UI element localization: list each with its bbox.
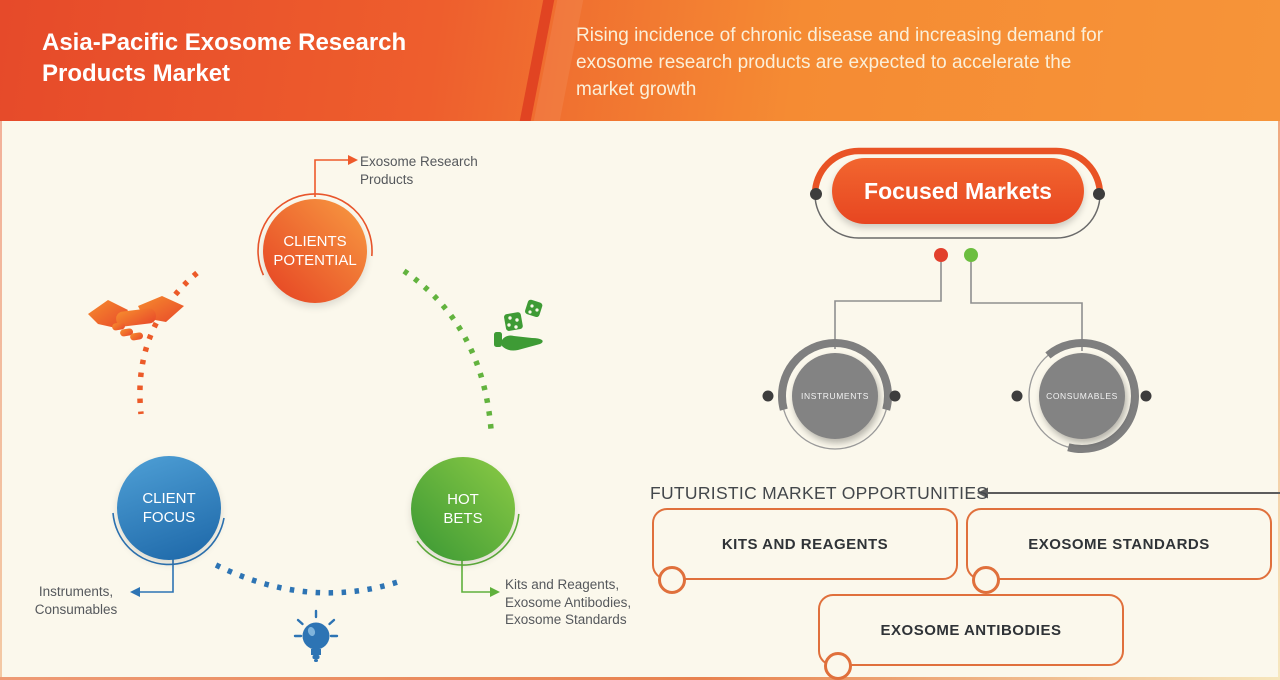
frame-border-bottom	[0, 677, 1280, 680]
client-focus-callout-arrowhead	[130, 587, 140, 597]
node-clients-potential-label: CLIENTS POTENTIAL	[273, 233, 357, 269]
instruments-thick-arc	[778, 339, 892, 411]
client-focus-callout-line	[140, 559, 174, 593]
opportunity-box-exosome-standards: EXOSOME STANDARDS	[966, 508, 1272, 594]
segment-consumables-label: CONSUMABLES	[1046, 391, 1118, 401]
node-client-focus: CLIENT FOCUS	[117, 456, 221, 560]
instruments-side-dot-right	[889, 390, 901, 402]
node-hot-bets: HOT BETS	[411, 457, 515, 561]
lightbulb-icon	[291, 608, 341, 673]
opportunity-label: EXOSOME STANDARDS	[1028, 535, 1210, 553]
consumables-side-dot-right	[1140, 390, 1152, 402]
node-hot-bets-label: HOT BETS	[443, 491, 483, 527]
dotted-arc-blue	[214, 562, 402, 596]
opportunity-corner-ring	[658, 566, 686, 594]
opportunity-box-exosome-antibodies: EXOSOME ANTIBODIES	[818, 594, 1124, 680]
dotted-arc-orange	[137, 270, 199, 415]
opportunity-label: EXOSOME ANTIBODIES	[880, 621, 1062, 639]
node-clients-potential: CLIENTS POTENTIAL	[263, 199, 367, 303]
segment-consumables: CONSUMABLES	[1039, 353, 1125, 439]
clients-potential-callout-arrowhead	[348, 155, 358, 165]
clients-potential-callout: Exosome Research Products	[360, 154, 478, 187]
opportunity-label: KITS AND REAGENTS	[721, 535, 889, 553]
opportunity-corner-ring	[824, 652, 852, 680]
hot-bets-ring-arc	[416, 513, 520, 566]
segment-instruments: INSTRUMENTS	[792, 353, 878, 439]
pill-end-dot-right	[1093, 188, 1105, 200]
page-title: Asia-Pacific Exosome Research Products M…	[42, 29, 407, 87]
focused-markets-top-arc	[811, 147, 1104, 195]
branch-line-right	[970, 262, 1083, 351]
hot-bets-callout: Kits and Reagents, Exosome Antibodies, E…	[505, 577, 632, 627]
segment-instruments-label: INSTRUMENTS	[801, 391, 869, 401]
branch-dot-green	[964, 248, 978, 262]
instruments-side-dot-left	[762, 390, 774, 402]
clients-potential-ring-arc	[257, 193, 373, 276]
handshake-icon	[86, 292, 188, 355]
opportunities-arrowhead	[977, 487, 988, 499]
dice-hand-icon	[492, 296, 548, 359]
client-focus-callout: Instruments, Consumables	[34, 584, 118, 617]
pill-end-dot-left	[810, 188, 822, 200]
opportunity-corner-ring	[972, 566, 1000, 594]
consumables-thick-arc	[1045, 339, 1139, 453]
focused-markets-pill: Focused Markets	[832, 158, 1084, 224]
frame-border-left	[0, 121, 2, 680]
page-subtitle: Rising incidence of chronic disease and …	[576, 25, 1104, 100]
clients-potential-callout-line	[314, 159, 348, 197]
node-client-focus-label: CLIENT FOCUS	[142, 490, 196, 526]
consumables-side-dot-left	[1011, 390, 1023, 402]
branch-dot-red	[934, 248, 948, 262]
focused-markets-label: Focused Markets	[864, 177, 1052, 204]
branch-line-left	[834, 262, 942, 349]
opportunities-title: FUTURISTIC MARKET OPPORTUNITIES	[650, 483, 989, 503]
hot-bets-callout-line	[461, 559, 490, 593]
frame-border-right	[1278, 121, 1280, 680]
dotted-arc-green	[402, 268, 494, 430]
hot-bets-callout-arrowhead	[490, 587, 500, 597]
header-band: Asia-Pacific Exosome Research Products M…	[0, 0, 1280, 121]
client-focus-ring-arc	[112, 512, 225, 566]
opportunity-box-kits-and-reagents: KITS AND REAGENTS	[652, 508, 958, 594]
